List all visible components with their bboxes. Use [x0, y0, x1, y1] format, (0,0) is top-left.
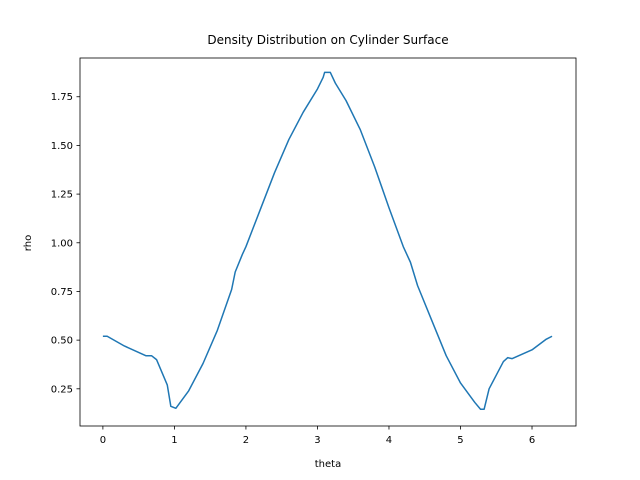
x-tick-label: 5 — [457, 435, 463, 446]
y-tick-label: 1.00 — [51, 238, 73, 249]
y-tick-label: 0.75 — [51, 287, 73, 298]
x-tick-label: 1 — [171, 435, 177, 446]
y-axis-label: rho — [23, 235, 34, 251]
y-tick-label: 0.25 — [51, 384, 73, 395]
x-tick-label: 2 — [243, 435, 249, 446]
x-tick-label: 3 — [314, 435, 320, 446]
chart-title: Density Distribution on Cylinder Surface — [207, 33, 448, 47]
x-tick-label: 0 — [100, 435, 106, 446]
data-line — [102, 71, 553, 411]
y-tick-label: 1.75 — [51, 92, 73, 103]
x-tick-label: 4 — [386, 435, 392, 446]
plot-frame — [79, 57, 577, 427]
y-tick-label: 1.50 — [51, 141, 73, 152]
y-tick-label: 0.50 — [51, 336, 73, 347]
x-tick-label: 6 — [529, 435, 535, 446]
x-axis-label: theta — [315, 459, 341, 470]
y-tick-label: 1.25 — [51, 190, 73, 201]
